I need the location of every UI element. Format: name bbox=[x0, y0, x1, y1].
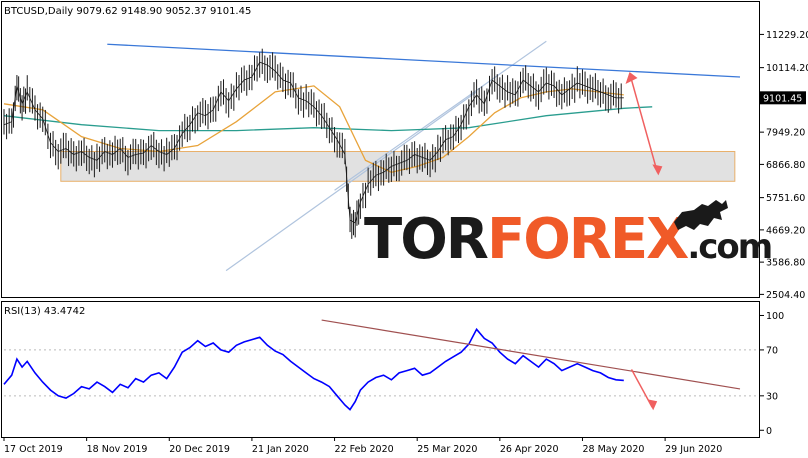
rsi-tick-label: 0 bbox=[766, 426, 772, 437]
watermark-tor: TOR bbox=[364, 207, 488, 272]
price-overlays bbox=[3, 40, 741, 272]
watermark-com: .com bbox=[687, 227, 771, 267]
current-price-label: 9101.45 bbox=[763, 93, 802, 104]
channel-upper-line bbox=[334, 40, 547, 191]
time-tick-label: 17 Oct 2019 bbox=[4, 444, 63, 455]
price-tick-label: 4669.20 bbox=[766, 225, 805, 236]
price-tick-label: 6866.80 bbox=[766, 160, 805, 171]
time-axis: 17 Oct 2019 18 Nov 2019 20 Dec 2019 21 Jan … bbox=[3, 437, 722, 455]
watermark-logo: TORFOREX.com bbox=[364, 200, 773, 272]
resistance-line bbox=[107, 43, 741, 78]
time-tick-label: 21 Jan 2020 bbox=[252, 444, 309, 455]
rsi-line bbox=[3, 327, 624, 411]
price-tick-label: 5751.60 bbox=[766, 193, 805, 204]
price-axis: 11229.20 10114.20 7949.20 6866.80 5751.60 466… bbox=[760, 30, 808, 301]
time-tick-label: 25 Mar 2020 bbox=[417, 444, 477, 455]
price-forecast-arrowhead-top bbox=[625, 71, 638, 84]
price-tick-label: 11229.20 bbox=[766, 30, 808, 41]
bull-icon bbox=[674, 200, 728, 230]
price-close-line bbox=[3, 61, 624, 224]
time-tick-label: 26 Apr 2020 bbox=[500, 444, 559, 455]
rsi-tick-label: 30 bbox=[766, 391, 778, 402]
symbol-header: BTCUSD,Daily 9079.62 9148.90 9052.37 910… bbox=[4, 6, 251, 17]
time-tick-label: 18 Nov 2019 bbox=[87, 444, 148, 455]
rsi-panel-frame bbox=[1, 301, 760, 438]
price-series bbox=[3, 48, 663, 239]
rsi-tick-label: 100 bbox=[766, 311, 784, 322]
price-tick-label: 3586.80 bbox=[766, 258, 805, 269]
rsi-trend-line bbox=[321, 319, 741, 390]
price-tick-label: 2504.40 bbox=[766, 290, 805, 301]
rsi-header: RSI(13) 43.4742 bbox=[4, 306, 85, 317]
time-tick-label: 20 Dec 2019 bbox=[169, 444, 230, 455]
rsi-axis: 100 70 30 0 bbox=[4, 311, 784, 437]
svg-text:TORFOREX.com: TORFOREX.com bbox=[364, 207, 771, 272]
channel-lower-line bbox=[225, 91, 477, 272]
watermark-forex: FOREX bbox=[487, 207, 689, 272]
time-tick-label: 22 Feb 2020 bbox=[335, 444, 394, 455]
current-price-marker: 9101.45 bbox=[760, 91, 806, 105]
ma-slow-line bbox=[3, 106, 653, 132]
price-panel-frame bbox=[1, 1, 760, 298]
rsi-tick-label: 70 bbox=[766, 345, 778, 356]
time-tick-label: 28 May 2020 bbox=[582, 444, 644, 455]
price-tick-label: 10114.20 bbox=[766, 63, 808, 74]
price-tick-label: 7949.20 bbox=[766, 128, 805, 139]
support-zone bbox=[60, 150, 736, 182]
price-forecast-arrow bbox=[630, 79, 659, 173]
rsi-forecast-arrowhead bbox=[647, 399, 658, 411]
time-tick-label: 29 Jun 2020 bbox=[665, 444, 722, 455]
price-forecast-arrowhead bbox=[652, 164, 663, 176]
rsi-series bbox=[3, 319, 741, 411]
